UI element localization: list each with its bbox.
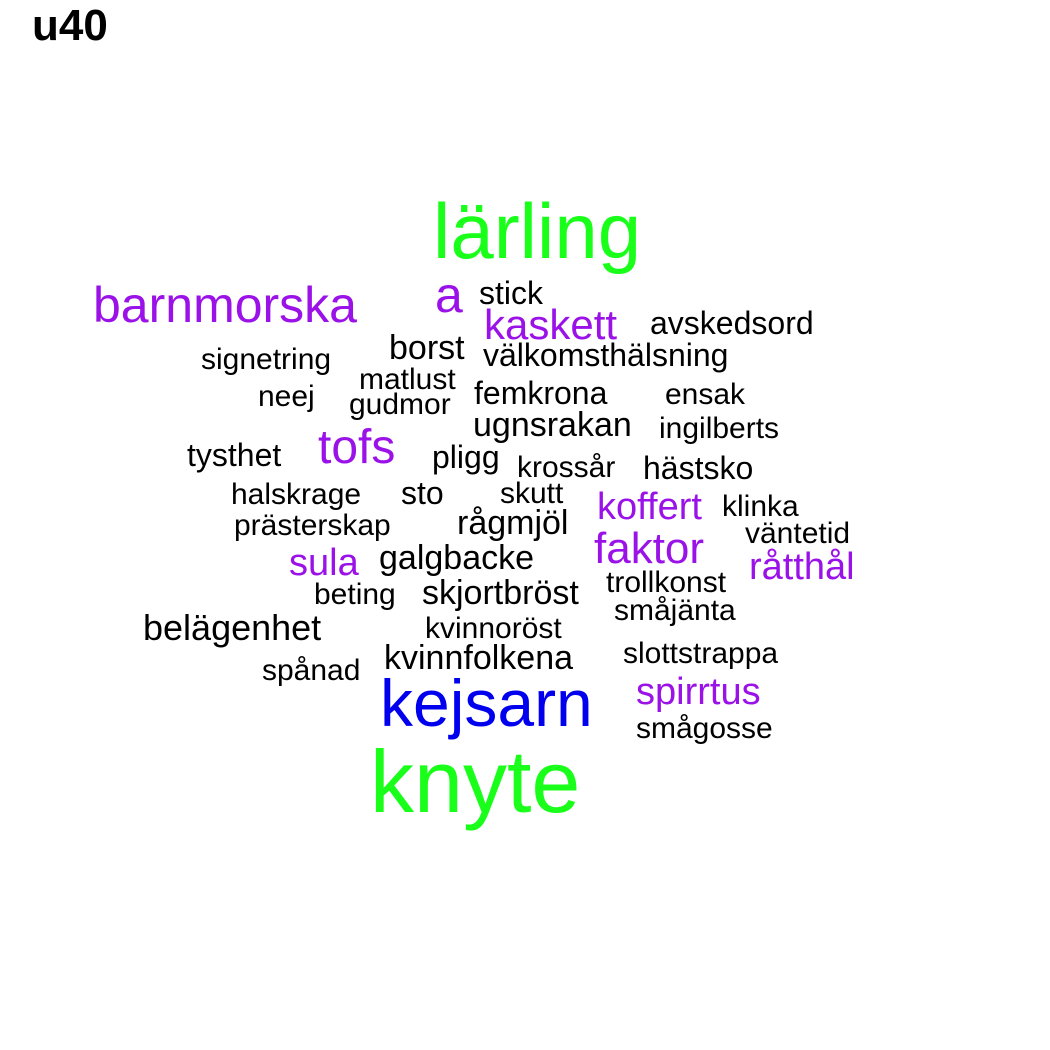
word-krossar: krossår	[517, 451, 616, 484]
word-stick: stick	[479, 275, 543, 311]
word-klinka: klinka	[722, 490, 799, 523]
word-a: a	[435, 267, 463, 323]
word-gudmor: gudmor	[349, 388, 451, 421]
word-tofs: tofs	[318, 421, 396, 474]
word-galgbacke: galgbacke	[379, 539, 535, 577]
word-ugnsrakan: ugnsrakan	[473, 406, 632, 444]
cloud-title: u40	[32, 1, 108, 50]
word-larling: lärling	[433, 187, 642, 275]
word-belagenhet: belägenhet	[143, 607, 322, 648]
word-faktor: faktor	[594, 524, 705, 573]
word-koffert: koffert	[597, 486, 702, 528]
word-kaskett: kaskett	[484, 301, 618, 348]
word-trollkonst: trollkonst	[606, 566, 727, 599]
word-smajanta: småjänta	[614, 594, 736, 627]
word-ratthal: råtthål	[749, 546, 855, 588]
word-femkrona: femkrona	[474, 375, 608, 411]
word-sto: sto	[401, 475, 444, 511]
word-spirrtus: spirrtus	[636, 671, 761, 713]
word-hastsko: hästsko	[643, 450, 754, 486]
word-skutt: skutt	[500, 477, 564, 510]
word-ingilberts: ingilberts	[659, 412, 780, 445]
word-neej: neej	[258, 380, 315, 413]
word-halskrage: halskrage	[231, 478, 362, 511]
word-borst: borst	[389, 329, 465, 367]
word-kvinnfolkena: kvinnfolkena	[384, 639, 574, 677]
word-kejsarn: kejsarn	[380, 666, 593, 740]
word-knyte: knyte	[370, 732, 581, 831]
word-sula: sula	[289, 542, 359, 584]
word-slottstrappa: slottstrappa	[623, 637, 779, 670]
word-barnmorska: barnmorska	[93, 277, 357, 333]
word-avskedsord: avskedsord	[650, 305, 814, 341]
word-kvinnorost: kvinnoröst	[425, 612, 562, 645]
word-ragmjol: rågmjöl	[457, 504, 569, 542]
word-pligg: pligg	[432, 439, 500, 475]
word-valkomsthalsning: välkomsthälsning	[483, 337, 729, 373]
word-ensak: ensak	[665, 378, 746, 411]
word-tysthet: tysthet	[187, 437, 282, 473]
word-spanad: spånad	[262, 654, 361, 687]
word-beting: beting	[314, 578, 396, 611]
word-matlust: matlust	[359, 363, 456, 396]
word-skjortbrost: skjortbröst	[422, 574, 579, 612]
word-signetring: signetring	[201, 343, 332, 376]
word-prasterskap: prästerskap	[234, 509, 391, 542]
word-smagosse: smågosse	[636, 712, 773, 745]
word-vantetid: väntetid	[745, 517, 851, 550]
